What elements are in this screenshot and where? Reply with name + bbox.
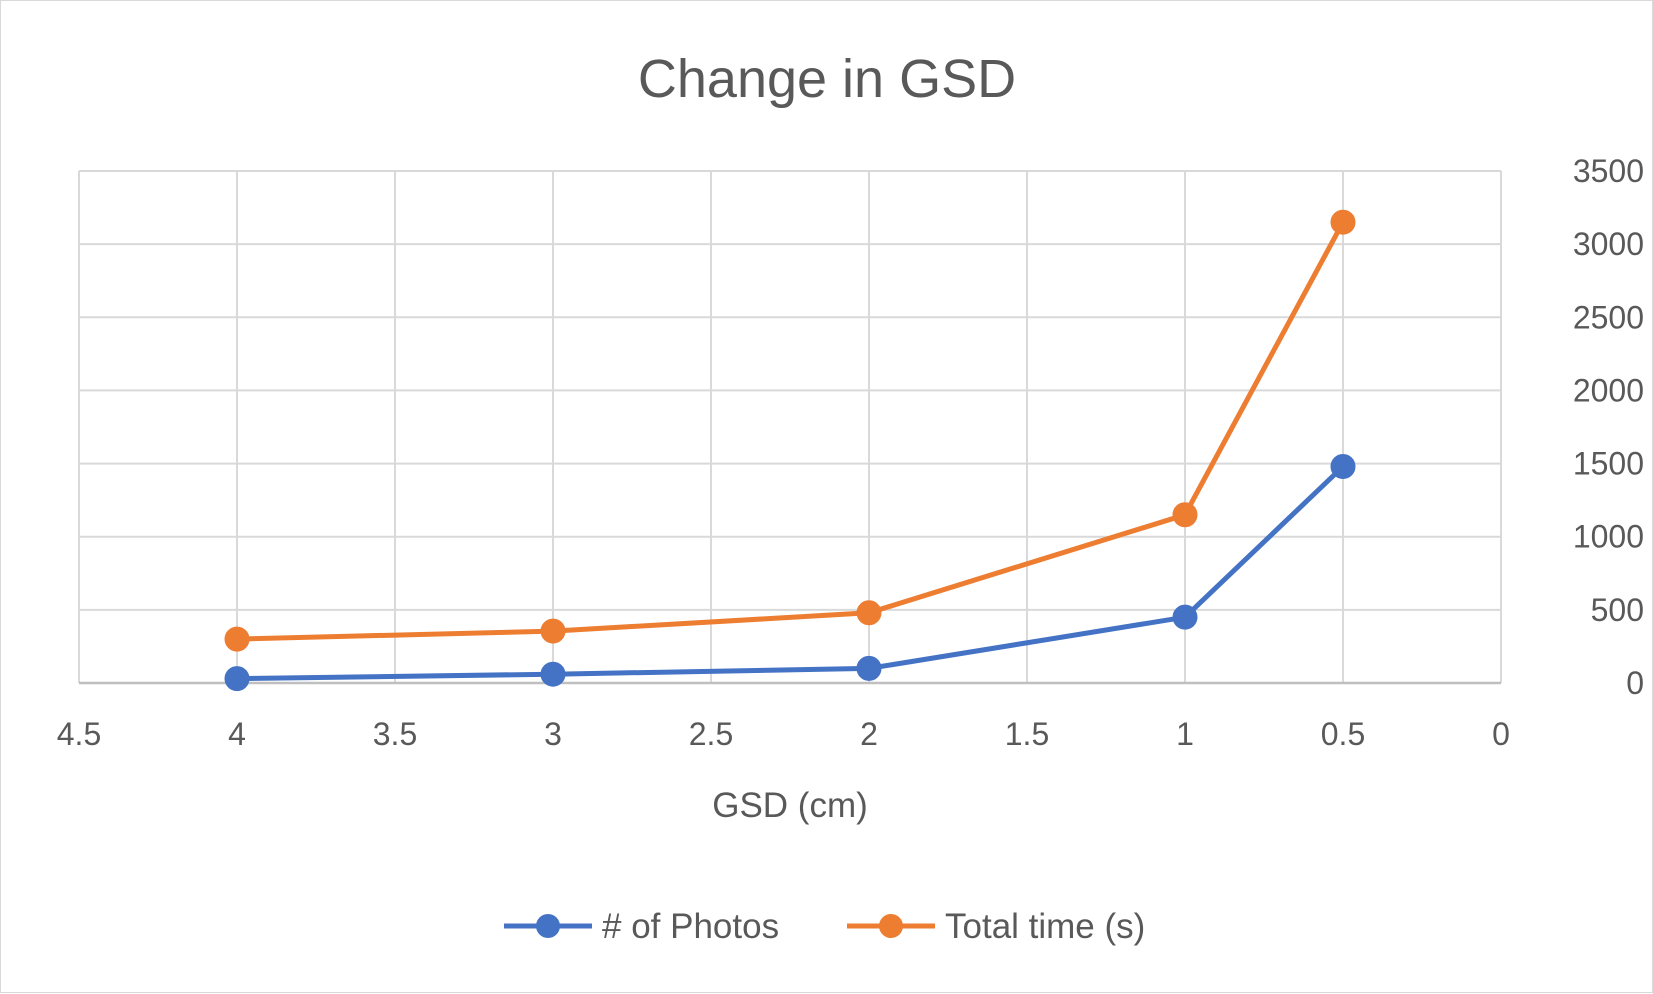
data-point-series-2 <box>1172 502 1198 528</box>
x-tick-label: 2 <box>860 716 878 752</box>
legend-label: Total time (s) <box>945 907 1145 946</box>
y-tick-label: 2000 <box>1573 372 1644 408</box>
series-line-1 <box>236 464 1345 682</box>
y-tick-label: 0 <box>1626 665 1644 701</box>
data-point-series-2 <box>856 600 882 626</box>
x-axis-label: GSD (cm) <box>712 786 868 825</box>
x-tick-label: 3.5 <box>373 716 417 752</box>
gridlines <box>78 170 1502 685</box>
legend-marker <box>536 914 560 938</box>
series-lines <box>224 209 1356 692</box>
y-tick-label: 3500 <box>1573 153 1644 189</box>
legend: # of Photos Total time (s) <box>504 907 1145 946</box>
legend-item: Total time (s) <box>847 907 1145 946</box>
y-tick-label: 2500 <box>1573 299 1644 335</box>
legend-label: # of Photos <box>602 907 779 946</box>
x-tick-label: 3 <box>544 716 562 752</box>
x-tick-label: 0 <box>1492 716 1510 752</box>
data-point-series-1 <box>540 661 566 687</box>
legend-marker <box>879 914 903 938</box>
x-tick-label: 1.5 <box>1005 716 1049 752</box>
data-point-series-2 <box>224 626 250 652</box>
x-tick-label: 0.5 <box>1321 716 1365 752</box>
chart-title: Change in GSD <box>638 49 1016 109</box>
x-tick-label: 1 <box>1176 716 1194 752</box>
x-tick-label: 4.5 <box>57 716 101 752</box>
x-tick-label: 2.5 <box>689 716 733 752</box>
y-tick-label: 1000 <box>1573 519 1644 555</box>
data-point-series-1 <box>1172 604 1198 630</box>
data-point-series-1 <box>1330 453 1356 479</box>
series-line-2 <box>236 221 1346 642</box>
x-axis-ticks: 4.5 4 3.5 3 2.5 2 1.5 1 0.5 0 <box>57 716 1510 752</box>
data-point-series-2 <box>1330 209 1356 235</box>
y-tick-label: 3000 <box>1573 226 1644 262</box>
legend-item: # of Photos <box>504 907 779 946</box>
y-tick-label: 500 <box>1591 592 1644 628</box>
data-point-series-2 <box>540 618 566 644</box>
x-tick-label: 4 <box>228 716 246 752</box>
y-tick-label: 1500 <box>1573 446 1644 482</box>
data-point-series-1 <box>224 666 250 692</box>
y-axis-ticks: 0 500 1000 1500 2000 2500 3000 3500 <box>1573 153 1644 701</box>
data-point-series-1 <box>856 655 882 681</box>
